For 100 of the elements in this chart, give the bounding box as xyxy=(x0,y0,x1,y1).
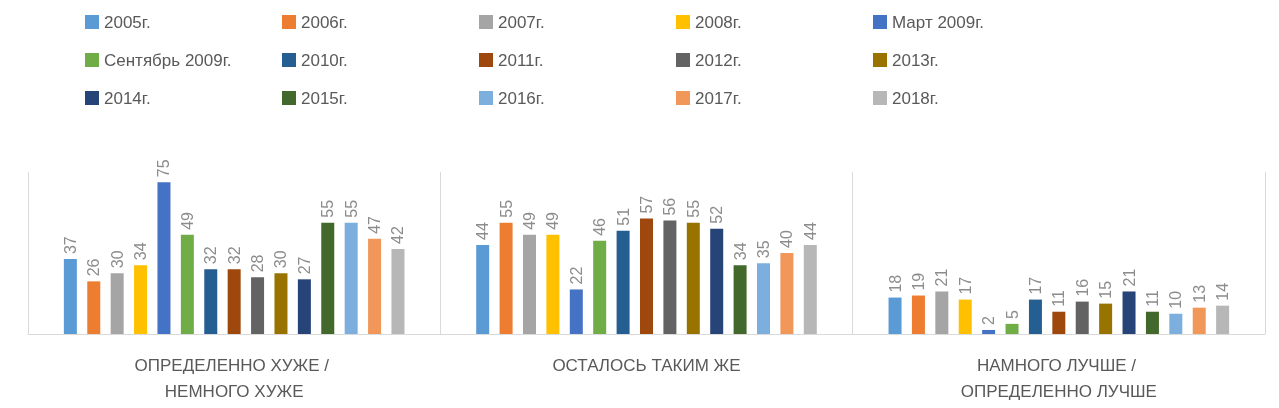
data-label: 11 xyxy=(1143,290,1161,307)
data-label: 30 xyxy=(272,250,290,269)
bar xyxy=(321,222,335,334)
bar xyxy=(344,222,358,334)
data-label: 52 xyxy=(708,205,726,224)
data-label: 21 xyxy=(933,268,951,287)
bar xyxy=(157,182,171,334)
data-label: 40 xyxy=(778,230,796,248)
data-label: 32 xyxy=(225,246,243,265)
bar xyxy=(1052,311,1066,334)
data-label: 16 xyxy=(1073,278,1091,297)
data-label: 55 xyxy=(497,199,515,218)
bar xyxy=(1075,301,1089,334)
bar xyxy=(204,269,218,334)
data-label: 57 xyxy=(638,195,655,214)
bar xyxy=(569,289,583,334)
bar xyxy=(1028,299,1042,334)
data-label: 5 xyxy=(1003,309,1021,319)
data-label: 49 xyxy=(178,211,196,230)
bar xyxy=(1099,303,1113,334)
legend-label: 2018г. xyxy=(892,88,939,108)
data-label: 32 xyxy=(202,246,220,265)
bar xyxy=(1005,323,1019,334)
data-label: 2 xyxy=(980,315,998,325)
legend-label: 2008г. xyxy=(695,12,742,32)
bar xyxy=(523,234,536,334)
bar xyxy=(1145,311,1159,334)
data-label: 13 xyxy=(1190,284,1208,303)
data-label: 46 xyxy=(591,217,609,236)
data-label: 15 xyxy=(1097,280,1115,299)
data-label: 44 xyxy=(474,222,492,240)
bar xyxy=(1122,291,1136,334)
data-label: 55 xyxy=(342,199,360,218)
data-label: 49 xyxy=(521,211,538,230)
bar xyxy=(227,269,241,334)
x-tick-label: ОСТАЛОСЬ ТАКИМ ЖЕ xyxy=(552,355,741,375)
bar xyxy=(546,234,560,334)
data-label: 56 xyxy=(661,197,679,216)
bar xyxy=(251,277,265,334)
bar xyxy=(63,259,77,334)
data-label: 21 xyxy=(1120,268,1138,287)
bar xyxy=(110,273,124,334)
bar xyxy=(911,295,925,334)
data-label: 55 xyxy=(319,199,337,218)
legend-label: 2005г. xyxy=(104,12,151,32)
bar xyxy=(476,244,490,334)
data-label: 35 xyxy=(755,240,772,259)
data-label: 47 xyxy=(366,215,384,234)
data-label: 49 xyxy=(544,211,562,230)
data-label: 26 xyxy=(85,258,103,277)
data-label: 14 xyxy=(1214,282,1232,301)
data-label: 34 xyxy=(731,242,749,261)
bar xyxy=(803,244,817,334)
bar xyxy=(593,240,607,334)
x-tick-label: ОПРЕДЕЛЕННО ХУЖЕ / НЕМНОГО ХУЖЕ xyxy=(134,355,334,401)
legend-label: 2010г. xyxy=(301,50,348,70)
data-label: 10 xyxy=(1167,290,1185,309)
legend-label: 2013г. xyxy=(892,50,939,70)
legend-label: 2014г. xyxy=(104,88,151,108)
data-label: 28 xyxy=(249,254,267,273)
bar xyxy=(757,263,770,334)
bar xyxy=(686,222,700,334)
bar xyxy=(780,253,794,334)
bar xyxy=(134,265,148,334)
legend-label: 2016г. xyxy=(498,88,545,108)
legend-label: Сентябрь 2009г. xyxy=(104,50,232,70)
data-label: 18 xyxy=(886,274,904,293)
bar xyxy=(710,228,724,334)
bar xyxy=(274,273,288,334)
bar xyxy=(663,220,677,334)
bar xyxy=(733,265,747,334)
data-label: 55 xyxy=(684,199,702,218)
bar xyxy=(87,281,101,334)
bar xyxy=(616,230,630,334)
bar xyxy=(935,291,949,334)
data-label: 30 xyxy=(108,250,126,269)
data-label: 27 xyxy=(295,256,313,275)
bar xyxy=(1169,313,1183,334)
data-label: 34 xyxy=(132,242,150,261)
data-label: 44 xyxy=(801,222,819,240)
legend-label: 2011г. xyxy=(498,50,544,70)
legend-label: 2012г. xyxy=(695,50,742,70)
data-label: 37 xyxy=(61,236,79,255)
data-label: 17 xyxy=(956,276,974,295)
legend-label: 2007г. xyxy=(498,12,545,32)
bar xyxy=(1216,305,1230,334)
bar xyxy=(297,279,311,334)
legend-label: Март 2009г. xyxy=(892,12,985,32)
legend-label: 2015г. xyxy=(301,88,348,108)
bar xyxy=(982,329,996,334)
data-label: 11 xyxy=(1050,290,1068,307)
bar xyxy=(888,297,902,334)
legend-label: 2017г. xyxy=(695,88,742,108)
bar xyxy=(1192,307,1206,334)
bar xyxy=(368,238,382,334)
data-label: 75 xyxy=(155,159,173,178)
bar xyxy=(180,234,194,334)
bar xyxy=(499,222,513,334)
bar xyxy=(958,299,972,334)
data-label: 51 xyxy=(614,207,632,226)
